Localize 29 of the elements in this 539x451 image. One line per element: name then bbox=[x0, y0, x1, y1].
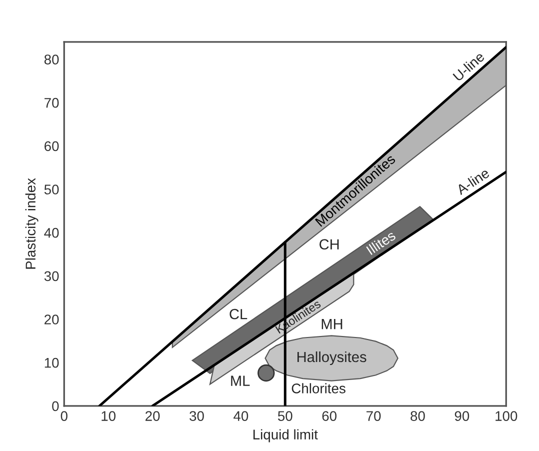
y-tick-label: 70 bbox=[44, 98, 59, 108]
series-label: Chlorites bbox=[292, 383, 346, 394]
annotation: ML bbox=[231, 376, 250, 386]
x-tick-label: 50 bbox=[278, 411, 292, 421]
y-tick-label: 60 bbox=[44, 141, 59, 152]
y-tick-label: 50 bbox=[44, 184, 59, 194]
x-tick-label: 60 bbox=[322, 411, 337, 421]
y-axis-title: Plasticity index bbox=[25, 178, 38, 269]
x-tick-label: 20 bbox=[146, 411, 160, 421]
y-tick-label: 30 bbox=[44, 271, 59, 282]
x-tick-label: 90 bbox=[454, 411, 470, 421]
series-label: Halloysites bbox=[297, 351, 366, 366]
series-label: Illites bbox=[366, 230, 396, 256]
x-tick-label: 0 bbox=[60, 411, 68, 421]
y-tick-label: 40 bbox=[44, 228, 59, 238]
x-tick-label: 30 bbox=[190, 411, 204, 421]
y-tick-label: 80 bbox=[44, 54, 59, 64]
annotation: CH bbox=[320, 239, 339, 250]
y-tick-label: 20 bbox=[44, 314, 59, 324]
x-tick-label: 40 bbox=[234, 411, 248, 421]
annotation: MH bbox=[322, 319, 342, 330]
annotation: CL bbox=[230, 308, 248, 320]
x-tick-label: 80 bbox=[410, 411, 425, 421]
x-axis-title: Liquid limit bbox=[253, 429, 318, 442]
x-tick-label: 70 bbox=[366, 411, 381, 421]
y-tick-label: 0 bbox=[52, 401, 59, 412]
y-tick-label: 10 bbox=[44, 358, 59, 368]
x-tick-label: 10 bbox=[102, 411, 116, 421]
x-tick-label: 100 bbox=[496, 411, 518, 421]
